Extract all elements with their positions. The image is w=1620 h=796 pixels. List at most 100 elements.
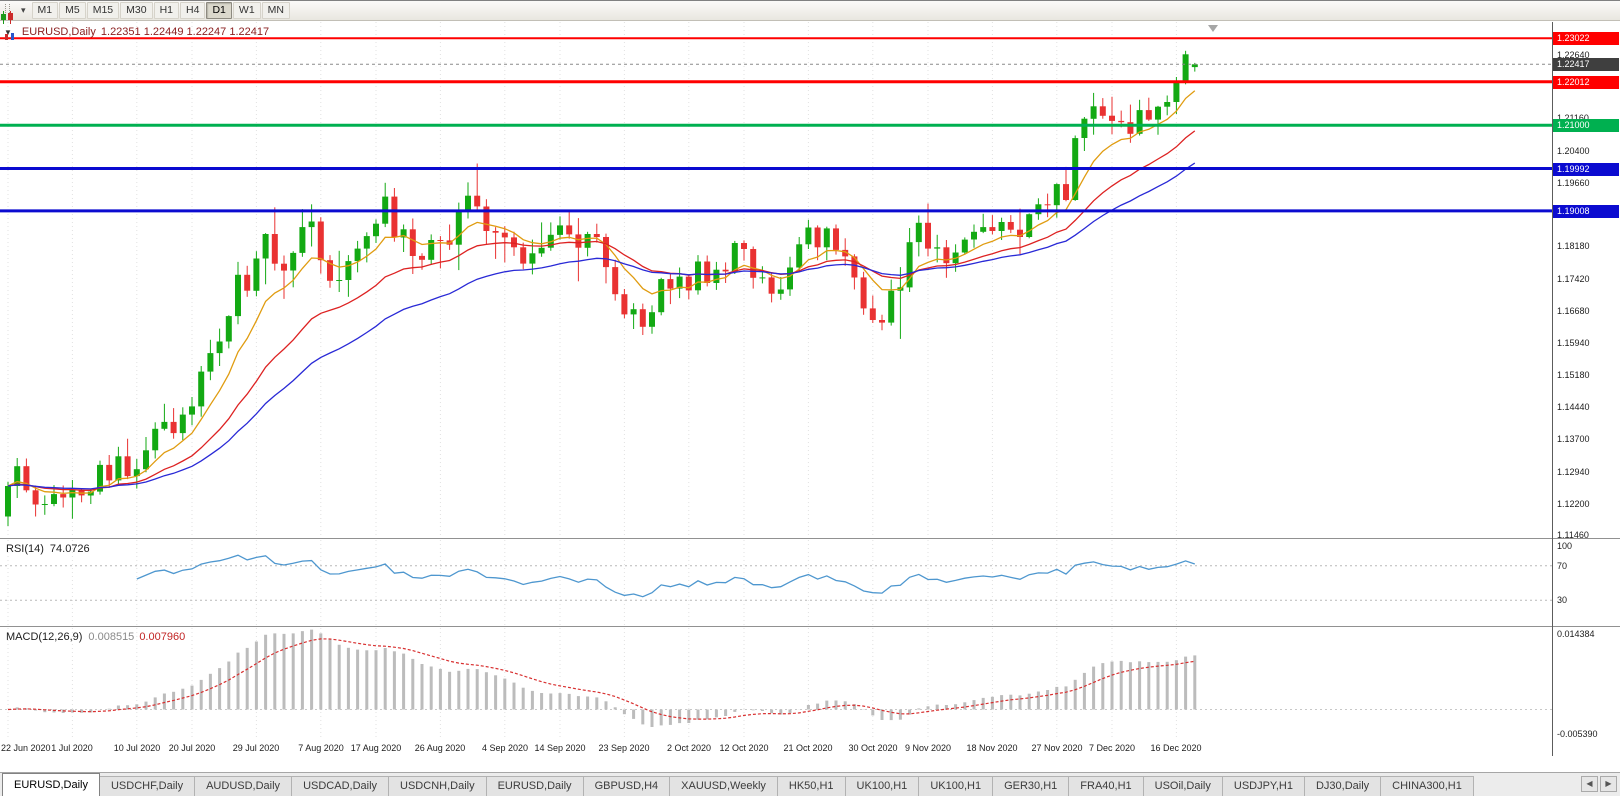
timeframe-button-H4[interactable]: H4 [180,2,206,19]
date-tick: 10 Jul 2020 [113,743,161,753]
chart-title-ohlc: 1.22351 1.22449 1.22247 1.22417 [100,26,270,38]
price-tick: 1.17420 [1557,274,1590,284]
price-level-badge: 1.19008 [1553,205,1619,218]
date-tick: 23 Sep 2020 [598,743,650,753]
macd-tick: 0.014384 [1557,629,1595,639]
chart-tab-HK50-H1[interactable]: HK50,H1 [776,776,846,796]
macd-label: MACD(12,26,9) 0.008515 0.007960 [6,631,186,643]
chart-tab-bar: EURUSD,Daily USDCHF,Daily AUDUSD,Daily USDC… [0,772,1620,796]
expand-triangle-icon[interactable]: ▼ [4,27,12,37]
date-tick: 17 Aug 2020 [350,743,402,753]
chart-tab-GER30-H1[interactable]: GER30,H1 [992,776,1070,796]
chevron-down-icon[interactable]: ▾ [21,5,26,15]
chart-tab-USDCAD-Daily[interactable]: USDCAD,Daily [291,776,390,796]
date-tick: 22 Jun 2020 [1,743,51,753]
ma-fast-line [7,90,1196,495]
date-tick: 27 Nov 2020 [1031,743,1083,753]
timeframe-button-M1[interactable]: M1 [31,2,59,19]
date-tick: 14 Sep 2020 [534,743,586,753]
macd-tick: -0.005390 [1557,729,1598,739]
timeframe-button-W1[interactable]: W1 [232,2,261,19]
price-tick: 1.19660 [1557,178,1590,188]
chart-tab-USDJPY-H1[interactable]: USDJPY,H1 [1221,776,1305,796]
rsi-tick: 30 [1557,595,1568,605]
chart-tab-UK100-H1[interactable]: UK100,H1 [918,776,994,796]
panel-separator[interactable] [0,626,1620,629]
date-tick: 7 Dec 2020 [1088,743,1136,753]
price-level-badge: 1.19992 [1553,163,1619,176]
price-axis[interactable]: 1.226401.219001.211601.204001.196601.189… [1553,22,1620,756]
price-tick: 1.16680 [1557,306,1590,316]
chart-tab-USOil-Daily[interactable]: USOil,Daily [1142,776,1223,796]
date-tick: 12 Oct 2020 [719,743,769,753]
rsi-tick: 100 [1557,541,1573,551]
timeframe-button-MN[interactable]: MN [261,2,290,19]
price-level-badge: 1.23022 [1553,32,1619,45]
chart-shift-marker[interactable] [1208,25,1218,32]
date-tick: 26 Aug 2020 [414,743,466,753]
chart-tab-USDCHF-Daily[interactable]: USDCHF,Daily [98,776,196,796]
chart-tab-EURUSD-Daily[interactable]: EURUSD,Daily [2,773,100,796]
price-tick: 1.18180 [1557,241,1590,251]
chart-tab-XAUUSD-Weekly[interactable]: XAUUSD,Weekly [669,776,778,796]
chart-tab-EURUSD-Daily[interactable]: EURUSD,Daily [485,776,584,796]
timeframe-button-H1[interactable]: H1 [153,2,180,19]
ma-mid-line [7,130,1196,491]
rsi-panel[interactable] [0,540,1552,626]
price-tick: 1.11460 [1557,530,1589,540]
chart-title-symbol: EURUSD,Daily [21,26,96,38]
tab-scroll-right-icon[interactable]: ▶ [1600,776,1617,792]
tab-scroll-arrows: ◀ ▶ [1578,776,1620,796]
candles [5,50,1198,526]
date-tick: 30 Oct 2020 [848,743,898,753]
top-toolbar: ▾ M1 M5 M15 M30 H1 H4 D1 W1 MN [0,1,1620,24]
chart-tab-GBPUSD-H4[interactable]: GBPUSD,H4 [582,776,671,796]
price-tick: 1.15180 [1557,370,1590,380]
date-tick: 4 Sep 2020 [481,743,529,753]
timeframe-button-D1[interactable]: D1 [206,2,232,19]
chart-tab-DJ30-Daily[interactable]: DJ30,Daily [1303,776,1382,796]
rsi-label: RSI(14) 74.0726 [6,543,90,555]
timeframe-button-M5[interactable]: M5 [59,2,86,19]
ma-slow-line [7,162,1196,490]
chart-title-overlay: ▼ EURUSD,Daily 1.22351 1.22449 1.22247 1… [4,26,270,40]
chart-tabs: EURUSD,Daily USDCHF,Daily AUDUSD,Daily USDC… [0,773,1578,796]
chart-tab-UK100-H1[interactable]: UK100,H1 [844,776,920,796]
macd-panel[interactable] [0,628,1552,740]
date-tick: 16 Dec 2020 [1150,743,1202,753]
date-tick: 2 Oct 2020 [666,743,712,753]
rsi-line [136,554,1196,598]
price-tick: 1.14440 [1557,402,1590,412]
date-tick: 21 Oct 2020 [783,743,833,753]
macd-histogram [15,629,1197,727]
price-tick: 1.22640 [1557,50,1590,60]
time-axis[interactable]: 22 Jun 2020 1 Jul 2020 10 Jul 2020 20 Jul 2… [0,740,1552,756]
toolbar-grip[interactable] [5,4,10,17]
chart-tab-AUDUSD-Daily[interactable]: AUDUSD,Daily [194,776,293,796]
grid [7,628,1177,740]
price-level-badge: 1.21000 [1553,119,1619,132]
date-tick: 9 Nov 2020 [904,743,952,753]
date-tick: 7 Aug 2020 [298,743,344,753]
date-tick: 29 Jul 2020 [232,743,280,753]
price-tick: 1.21160 [1557,113,1589,123]
date-tick: 1 Jul 2020 [51,743,93,753]
grid [7,540,1177,626]
tab-scroll-left-icon[interactable]: ◀ [1581,776,1598,792]
timeframe-button-M30[interactable]: M30 [120,2,153,19]
macd-signal-line [7,638,1195,720]
chart-tab-FRA40-H1[interactable]: FRA40,H1 [1068,776,1144,796]
chart-tab-USDCNH-Daily[interactable]: USDCNH,Daily [388,776,487,796]
price-tick: 1.15940 [1557,338,1590,348]
timeframe-button-M15[interactable]: M15 [86,2,120,19]
price-tick: 1.13700 [1557,434,1590,444]
axis-border [1552,22,1553,756]
chart-type-button[interactable] [1,3,20,24]
price-chart[interactable] [0,22,1552,538]
chart-tab-CHINA300-H1[interactable]: CHINA300,H1 [1380,776,1474,796]
current-price-badge: 1.22417 [1553,58,1619,71]
panel-separator[interactable] [0,538,1620,541]
price-tick: 1.20400 [1557,146,1590,156]
timeframe-buttons: M1 M5 M15 M30 H1 H4 D1 W1 MN [31,2,290,19]
